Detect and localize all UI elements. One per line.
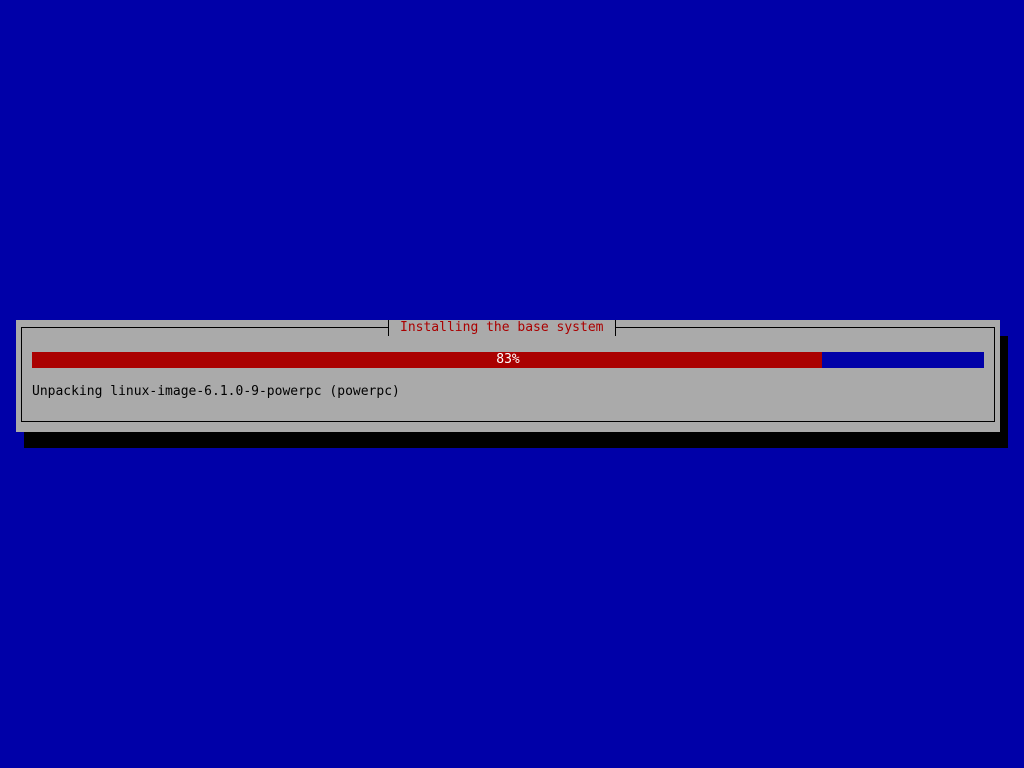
progress-bar: 83% (32, 352, 984, 368)
progress-percent-label: 83% (496, 352, 520, 367)
status-text: Unpacking linux-image-6.1.0-9-powerpc (p… (32, 384, 400, 399)
dialog-frame (21, 327, 995, 422)
progress-bar-fill (32, 352, 823, 368)
dialog-title: Installing the base system (388, 320, 616, 336)
progress-dialog: Installing the base system 83% Unpacking… (16, 320, 1000, 432)
